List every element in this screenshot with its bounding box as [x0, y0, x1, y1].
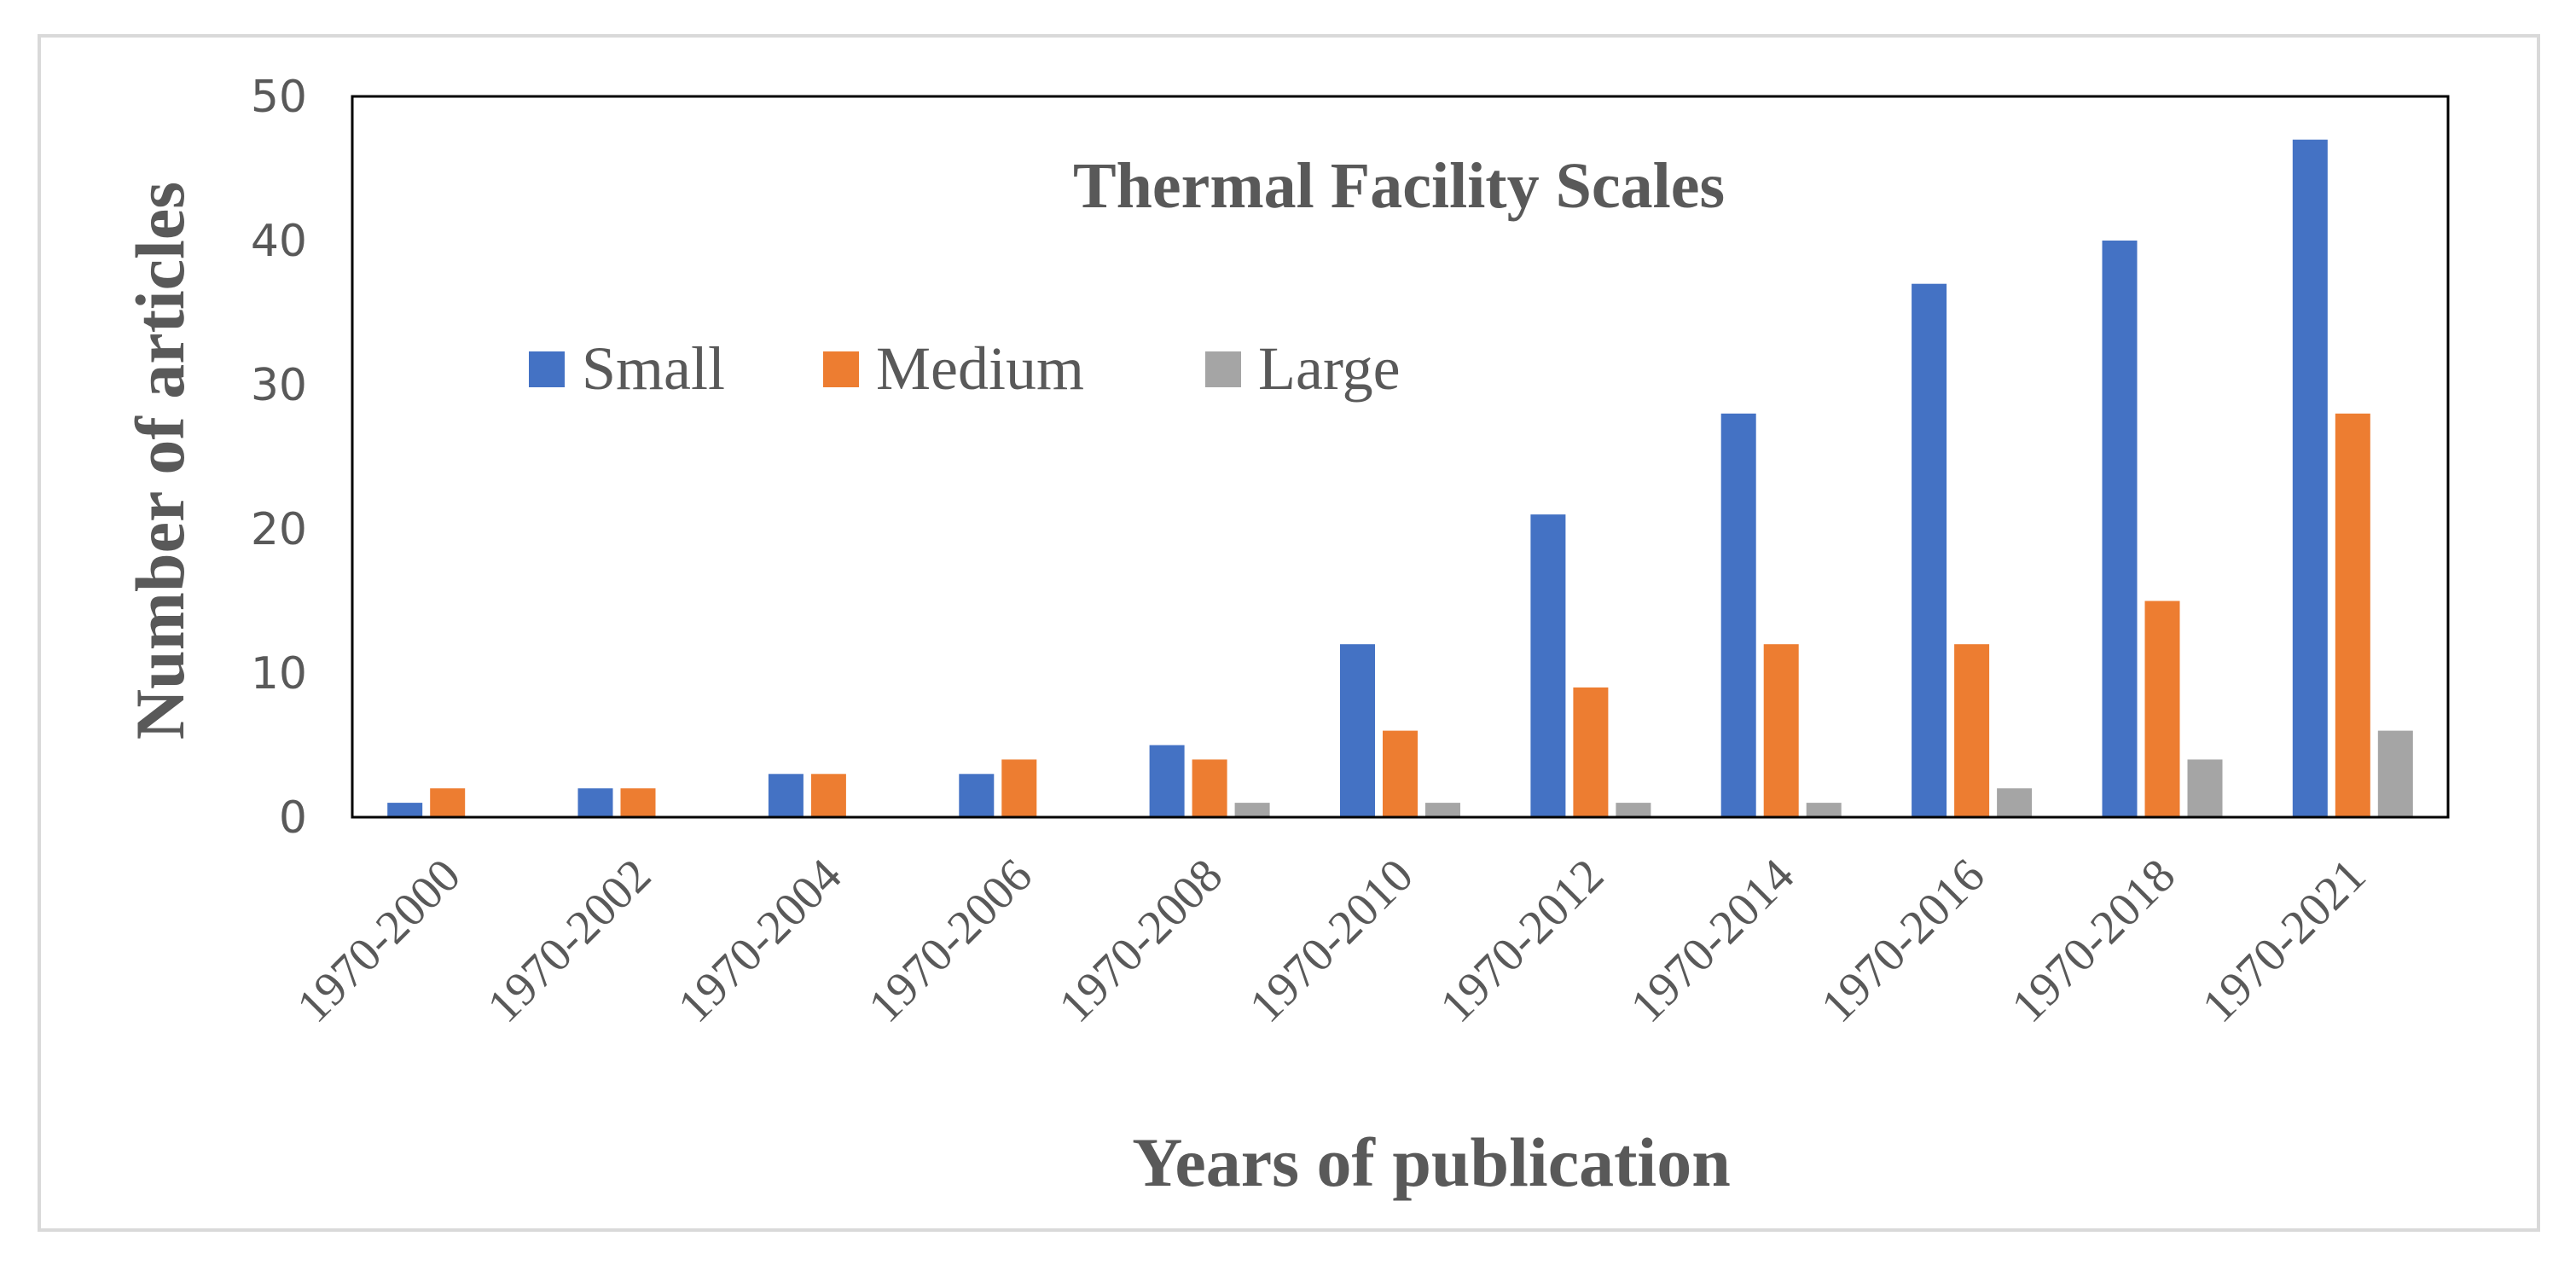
bar-small-1970-2010 [1340, 644, 1375, 817]
bar-small-1970-2014 [1720, 413, 1756, 817]
x-axis-title: Years of publication [1132, 1123, 1731, 1201]
legend-label-small: Small [582, 334, 725, 403]
bar-medium-1970-2000 [430, 788, 466, 817]
y-tick-label: 50 [251, 72, 307, 123]
bar-medium-1970-2006 [1001, 759, 1037, 817]
bar-small-1970-2004 [768, 774, 804, 817]
y-tick-label: 20 [251, 504, 307, 555]
legend-label-medium: Medium [876, 334, 1084, 403]
bar-medium-1970-2012 [1573, 687, 1609, 817]
y-tick-label: 10 [251, 648, 307, 699]
bar-small-1970-2018 [2102, 241, 2138, 817]
bar-small-1970-2006 [959, 774, 995, 817]
bar-small-1970-2016 [1912, 283, 1947, 817]
bar-small-1970-2008 [1149, 745, 1185, 817]
bar-large-1970-2016 [1997, 788, 2033, 817]
bar-medium-1970-2016 [1954, 644, 1990, 817]
bar-small-1970-2012 [1530, 514, 1566, 817]
y-tick-label: 30 [251, 360, 307, 411]
bar-medium-1970-2002 [620, 788, 656, 817]
bar-medium-1970-2010 [1383, 730, 1418, 817]
bar-large-1970-2012 [1616, 803, 1651, 817]
chart-title: Thermal Facility Scales [1073, 150, 1725, 222]
legend-label-large: Large [1258, 334, 1401, 403]
y-tick-label: 40 [251, 216, 307, 267]
bar-medium-1970-2014 [1763, 644, 1799, 817]
bar-large-1970-2010 [1425, 803, 1460, 817]
bar-large-1970-2008 [1234, 803, 1270, 817]
legend-swatch-medium [823, 351, 859, 387]
bar-medium-1970-2021 [2335, 413, 2370, 817]
bar-medium-1970-2008 [1192, 759, 1227, 817]
legend: Small Medium Large [529, 334, 1401, 403]
legend-swatch-small [529, 351, 565, 387]
legend-swatch-large [1205, 351, 1241, 387]
y-tick-labels: 0 10 20 30 40 50 [251, 72, 307, 844]
bar-small-1970-2002 [577, 788, 613, 817]
y-axis-title: Number of articles [121, 182, 199, 740]
bar-large-1970-2014 [1806, 803, 1842, 817]
bar-small-1970-2021 [2292, 139, 2328, 817]
bar-small-1970-2000 [387, 803, 423, 817]
y-tick-label: 0 [279, 792, 307, 844]
bars-layer [387, 139, 2413, 817]
bar-large-1970-2021 [2377, 730, 2413, 817]
bar-large-1970-2018 [2187, 759, 2223, 817]
bar-medium-1970-2004 [810, 774, 846, 817]
bar-medium-1970-2018 [2144, 601, 2180, 817]
